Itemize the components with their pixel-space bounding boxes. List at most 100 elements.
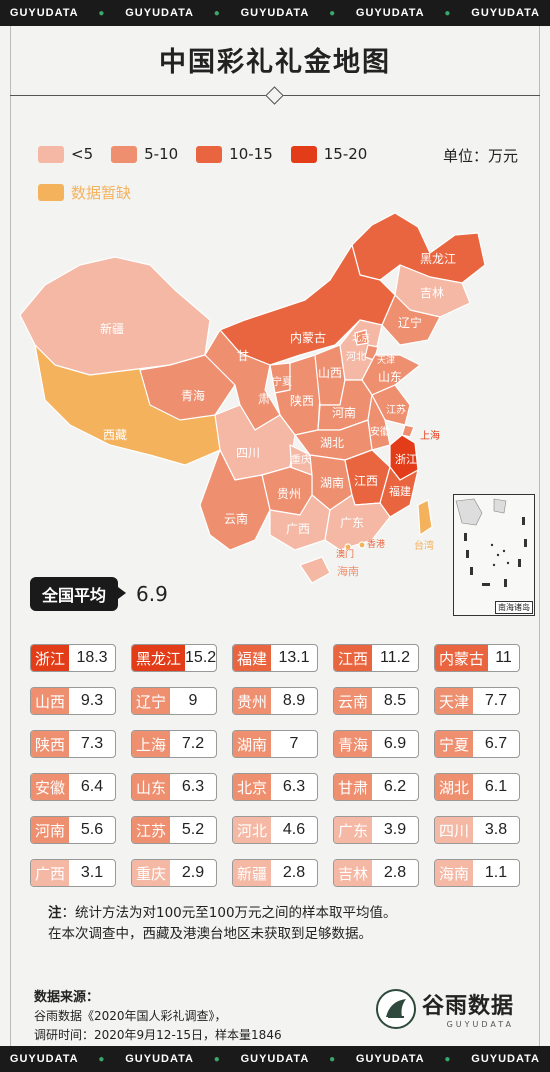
legend-item: 15-20 <box>290 145 367 163</box>
map-label: 内蒙古 <box>290 330 326 345</box>
province-cell: 河北 4.6 <box>232 816 318 844</box>
province-value: 3.9 <box>383 821 407 838</box>
national-average: 全国平均 6.9 <box>30 577 168 611</box>
source: 数据来源： 谷雨数据《2020年国人彩礼调查》， 调研时间：2020年9月12-… <box>34 988 282 1045</box>
map-label: 香港 <box>367 538 385 550</box>
region-taiwan <box>417 499 433 536</box>
province-name: 新疆 <box>233 860 272 886</box>
banner-dot-icon: ● <box>213 1053 221 1065</box>
map-label: 广西 <box>286 522 310 536</box>
province-value: 5.6 <box>80 821 104 838</box>
map-label: 海南 <box>337 564 359 578</box>
map-label: 广东 <box>340 516 364 530</box>
province-value: 7 <box>289 735 299 752</box>
province-name: 青海 <box>334 731 373 757</box>
province-name: 安徽 <box>31 774 70 800</box>
province-value: 6.1 <box>484 778 508 795</box>
province-cell: 山西 9.3 <box>30 687 116 715</box>
province-cell: 贵州 8.9 <box>232 687 318 715</box>
province-cell: 湖北 6.1 <box>434 773 520 801</box>
map-label: 山西 <box>318 366 342 380</box>
province-name: 湖北 <box>435 774 474 800</box>
banner-dot-icon: ● <box>444 7 452 19</box>
province-value: 18.3 <box>76 649 108 666</box>
province-cell: 安徽 6.4 <box>30 773 116 801</box>
brand: 谷雨数据 GUYUDATA <box>376 988 514 1029</box>
legend-missing: 数据暂缺 <box>38 182 131 203</box>
province-value-grid: 浙江 18.3 黑龙江 15.2 福建 13.1 江西 11.2 内蒙古 11 山西 9.3 辽宁 9 贵州… <box>30 644 520 887</box>
map-label: 浙江 <box>395 453 417 466</box>
legend-label: <5 <box>71 145 94 163</box>
map-label: 黑龙江 <box>420 252 456 266</box>
banner-dot-icon: ● <box>329 7 337 19</box>
province-name: 福建 <box>233 645 272 671</box>
province-cell: 陕西 7.3 <box>30 730 116 758</box>
map-label: 贵州 <box>277 487 301 501</box>
bottom-banner: GUYUDATA ● GUYUDATA ● GUYUDATA ● GUYUDATA ● GUYU… <box>0 1046 550 1072</box>
province-name: 江西 <box>334 645 373 671</box>
region-hainan <box>299 556 331 584</box>
province-name: 黑龙江 <box>132 645 186 671</box>
province-name: 上海 <box>132 731 171 757</box>
province-name: 宁夏 <box>435 731 474 757</box>
banner-text: GUYUDATA <box>471 1053 540 1065</box>
legend-swatch <box>196 145 223 163</box>
banner-dot-icon: ● <box>98 7 106 19</box>
map-label: 湖南 <box>320 475 344 490</box>
province-value: 9 <box>188 692 198 709</box>
province-cell: 江苏 5.2 <box>131 816 217 844</box>
province-name: 湖南 <box>233 731 272 757</box>
banner-text: GUYUDATA <box>240 1053 310 1065</box>
banner-text: GUYUDATA <box>355 1053 425 1065</box>
banner-text: GUYUDATA <box>9 7 79 19</box>
province-cell: 湖南 7 <box>232 730 318 758</box>
province-name: 天津 <box>435 688 474 714</box>
legend-item: 5-10 <box>111 145 178 163</box>
legend-swatch <box>38 145 64 163</box>
source-line2: 调研时间：2020年9月12-15日，样本量1846 <box>34 1028 282 1042</box>
legend-item: <5 <box>38 145 93 163</box>
province-value: 6.7 <box>484 735 508 752</box>
map-label: 甘 <box>237 349 249 363</box>
province-value: 7.7 <box>484 692 508 709</box>
region-xinjiang <box>19 256 211 376</box>
banner-text: GUYUDATA <box>355 7 425 19</box>
province-value: 11.2 <box>380 649 410 666</box>
province-name: 海南 <box>435 860 474 886</box>
province-value: 11 <box>495 649 512 666</box>
region-macau <box>344 543 352 551</box>
province-cell: 重庆 2.9 <box>131 859 217 887</box>
province-value: 15.2 <box>185 649 217 666</box>
source-line1: 谷雨数据《2020年国人彩礼调查》， <box>34 1009 227 1023</box>
province-cell: 青海 6.9 <box>333 730 419 758</box>
map-label: 江苏 <box>386 403 406 416</box>
national-average-value: 6.9 <box>136 582 168 606</box>
province-value: 6.2 <box>383 778 407 795</box>
map-label: 上海 <box>420 429 440 442</box>
region-neimenggu <box>219 244 396 366</box>
map-label: 山东 <box>378 370 402 384</box>
province-value: 6.9 <box>383 735 407 752</box>
province-name: 甘肃 <box>334 774 373 800</box>
banner-dot-icon: ● <box>213 7 221 19</box>
map-label: 辽宁 <box>398 315 422 330</box>
province-cell: 云南 8.5 <box>333 687 419 715</box>
province-name: 北京 <box>233 774 272 800</box>
banner-text: GUYUDATA <box>125 1053 194 1065</box>
brand-logo-icon <box>376 988 416 1029</box>
legend-swatch <box>290 145 317 163</box>
province-value: 2.8 <box>383 864 407 881</box>
province-name: 山西 <box>31 688 70 714</box>
region-gansu <box>204 329 281 431</box>
province-cell: 上海 7.2 <box>131 730 217 758</box>
province-cell: 黑龙江 15.2 <box>131 644 217 672</box>
province-cell: 广东 3.9 <box>333 816 419 844</box>
legend-item: 10-15 <box>196 145 273 163</box>
map-label: 安徽 <box>370 425 390 438</box>
note-prefix: 注 <box>48 905 62 921</box>
province-name: 陕西 <box>31 731 70 757</box>
china-map: 黑龙江 吉林 辽宁 内蒙古 新疆 西藏 青海 甘 肃 宁夏 陕西 山西 河北 北… <box>19 212 486 584</box>
province-name: 四川 <box>435 817 474 843</box>
province-name: 内蒙古 <box>435 645 489 671</box>
top-banner: GUYUDATA ● GUYUDATA ● GUYUDATA ● GUYUDATA ● GUYU… <box>0 0 550 26</box>
